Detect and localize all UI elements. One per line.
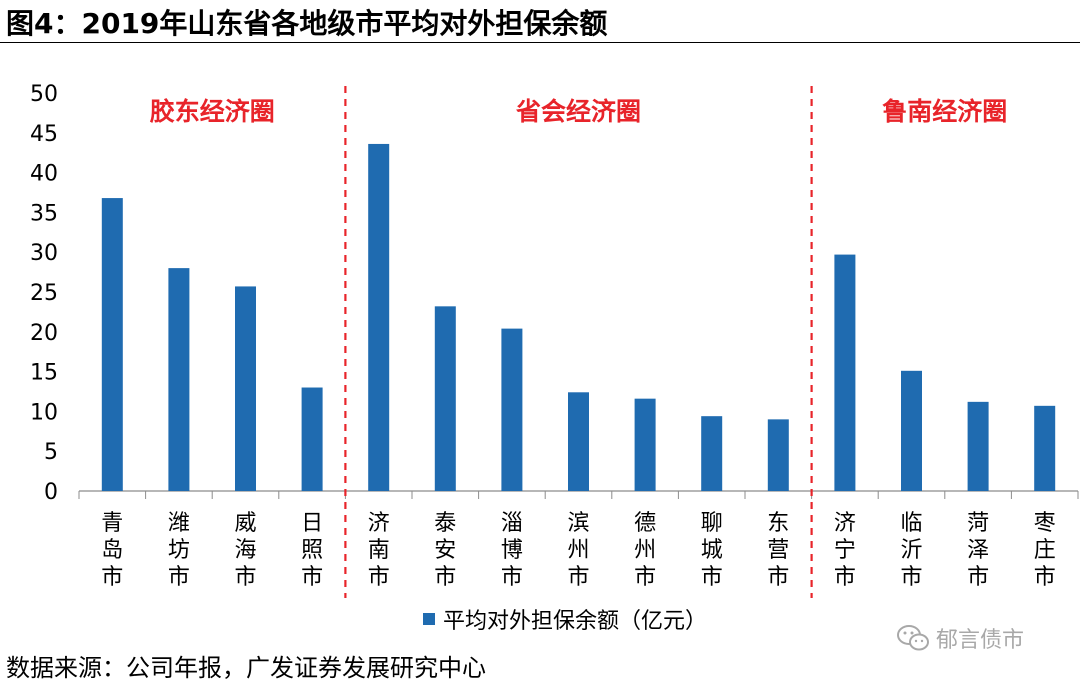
group-label: 鲁南经济圈 — [882, 97, 1007, 126]
figure-title: 图4：2019年山东省各地级市平均对外担保余额 — [6, 7, 608, 40]
y-tick-label: 40 — [30, 162, 58, 187]
x-tick-label: 潍坊市 — [168, 511, 190, 590]
y-tick-label: 10 — [30, 400, 58, 425]
bar — [901, 370, 922, 491]
y-tick-label: 35 — [30, 201, 58, 226]
bar-chart: 0 5 10 15 20 25 30 35 40 45 50 青岛市 潍坊市 威海市 日照市 济南市 泰安市 淄博… — [30, 82, 1079, 634]
x-tick-label: 聊城市 — [701, 511, 723, 590]
y-tick-label: 15 — [30, 361, 58, 386]
watermark: 郁言债市 — [896, 622, 1024, 654]
x-tick-label: 淄博市 — [501, 511, 523, 590]
bar — [168, 268, 190, 491]
group-label: 胶东经济圈 — [150, 97, 275, 126]
x-tick-label: 济宁市 — [834, 511, 856, 590]
legend-label: 平均对外担保余额（亿元） — [443, 609, 707, 634]
x-tick-label: 泰安市 — [434, 511, 456, 590]
y-tick-label: 25 — [30, 281, 58, 306]
title-rule — [0, 42, 1080, 43]
bar — [834, 254, 856, 491]
bar — [501, 328, 523, 491]
x-tick-label: 青岛市 — [101, 511, 123, 590]
y-tick-label: 50 — [30, 82, 58, 107]
bar — [434, 306, 456, 491]
bar — [368, 143, 390, 491]
bar — [967, 401, 989, 491]
group-label: 省会经济圈 — [515, 97, 641, 126]
bar — [634, 398, 656, 491]
wechat-icon — [897, 625, 929, 651]
x-tick-label: 东营市 — [767, 511, 789, 590]
y-tick-label: 30 — [30, 241, 58, 266]
bar — [701, 416, 723, 491]
y-tick-label: 5 — [44, 440, 58, 465]
bar — [767, 419, 789, 491]
bar — [301, 387, 323, 491]
watermark-text: 郁言债市 — [936, 628, 1025, 653]
y-tick-label: 45 — [30, 122, 58, 147]
x-tick-label: 菏泽市 — [967, 511, 989, 590]
bar — [235, 286, 256, 491]
x-tick-label: 威海市 — [234, 511, 256, 590]
bar — [568, 392, 589, 491]
x-tick-label: 日照市 — [301, 511, 323, 590]
x-tick-label: 济南市 — [368, 511, 390, 590]
x-tick-label: 滨州市 — [567, 511, 589, 590]
y-tick-label: 20 — [30, 321, 58, 346]
x-tick-label: 德州市 — [634, 511, 656, 590]
bar — [101, 198, 123, 491]
source-note: 数据来源：公司年报，广发证券发展研究中心 — [6, 654, 486, 682]
x-tick-label: 临沂市 — [900, 511, 922, 590]
bar — [1034, 405, 1056, 491]
legend-swatch — [423, 613, 435, 625]
y-tick-label: 0 — [44, 480, 58, 505]
x-tick-label: 枣庄市 — [1034, 511, 1056, 590]
